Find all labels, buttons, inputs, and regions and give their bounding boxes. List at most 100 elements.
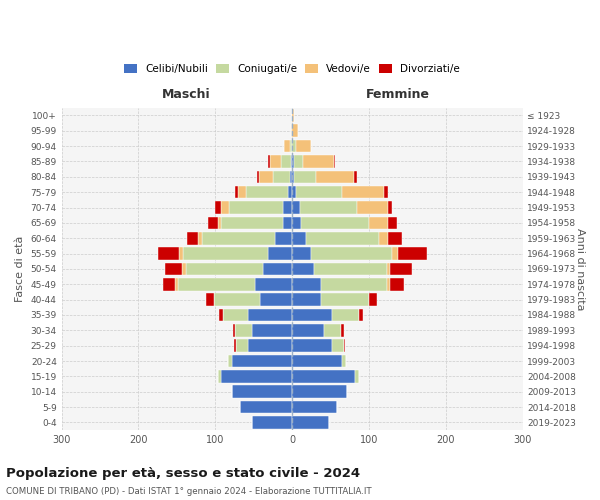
- Bar: [293, 155, 303, 168]
- Bar: [306, 232, 379, 244]
- Bar: [202, 232, 275, 244]
- Bar: [214, 294, 260, 306]
- Bar: [322, 278, 386, 290]
- Bar: [248, 340, 292, 352]
- Bar: [292, 370, 355, 382]
- Bar: [344, 340, 345, 352]
- Bar: [175, 278, 178, 290]
- Bar: [398, 248, 427, 260]
- Bar: [325, 324, 341, 336]
- Bar: [303, 155, 334, 168]
- Bar: [259, 170, 273, 183]
- Bar: [182, 262, 186, 275]
- Bar: [166, 262, 182, 275]
- Bar: [292, 308, 332, 322]
- Bar: [322, 294, 369, 306]
- Bar: [163, 278, 175, 290]
- Bar: [292, 355, 342, 368]
- Bar: [369, 294, 377, 306]
- Bar: [232, 386, 292, 398]
- Bar: [281, 155, 290, 168]
- Bar: [219, 308, 223, 322]
- Bar: [292, 232, 306, 244]
- Bar: [158, 248, 179, 260]
- Text: COMUNE DI TRIBANO (PD) - Dati ISTAT 1° gennaio 2024 - Elaborazione TUTTITALIA.IT: COMUNE DI TRIBANO (PD) - Dati ISTAT 1° g…: [6, 487, 371, 496]
- Bar: [391, 278, 404, 290]
- Bar: [232, 355, 292, 368]
- Bar: [240, 401, 292, 413]
- Bar: [283, 201, 292, 214]
- Bar: [314, 262, 386, 275]
- Text: Maschi: Maschi: [162, 88, 211, 102]
- Text: Popolazione per età, sesso e stato civile - 2024: Popolazione per età, sesso e stato civil…: [6, 468, 360, 480]
- Bar: [292, 201, 300, 214]
- Bar: [229, 355, 232, 368]
- Bar: [252, 324, 292, 336]
- Bar: [235, 340, 236, 352]
- Bar: [183, 248, 268, 260]
- Bar: [268, 155, 270, 168]
- Bar: [292, 109, 293, 122]
- Bar: [292, 186, 296, 198]
- Bar: [290, 155, 292, 168]
- Bar: [248, 308, 292, 322]
- Bar: [218, 216, 221, 229]
- Bar: [246, 186, 288, 198]
- Bar: [355, 370, 359, 382]
- Bar: [295, 170, 316, 183]
- Bar: [238, 186, 246, 198]
- Bar: [263, 262, 292, 275]
- Bar: [316, 170, 355, 183]
- Bar: [292, 170, 295, 183]
- Bar: [292, 216, 301, 229]
- Bar: [342, 355, 346, 368]
- Bar: [334, 155, 335, 168]
- Bar: [186, 262, 263, 275]
- Bar: [235, 324, 252, 336]
- Bar: [388, 201, 392, 214]
- Bar: [296, 140, 311, 152]
- Bar: [218, 370, 221, 382]
- Bar: [358, 201, 388, 214]
- Bar: [341, 324, 344, 336]
- Bar: [290, 124, 292, 137]
- Bar: [236, 340, 248, 352]
- Bar: [229, 201, 283, 214]
- Bar: [290, 170, 292, 183]
- Bar: [292, 124, 298, 137]
- Bar: [221, 216, 283, 229]
- Bar: [268, 248, 292, 260]
- Bar: [273, 170, 290, 183]
- Bar: [255, 278, 292, 290]
- Bar: [391, 262, 412, 275]
- Bar: [386, 262, 391, 275]
- Y-axis label: Anni di nascita: Anni di nascita: [575, 228, 585, 310]
- Bar: [384, 186, 388, 198]
- Bar: [292, 294, 322, 306]
- Bar: [292, 386, 347, 398]
- Text: Femmine: Femmine: [366, 88, 430, 102]
- Bar: [252, 416, 292, 429]
- Bar: [178, 278, 255, 290]
- Bar: [301, 216, 369, 229]
- Bar: [270, 155, 281, 168]
- Bar: [221, 201, 229, 214]
- Bar: [187, 232, 199, 244]
- Bar: [283, 216, 292, 229]
- Bar: [392, 248, 398, 260]
- Bar: [292, 278, 322, 290]
- Bar: [290, 140, 292, 152]
- Bar: [260, 294, 292, 306]
- Bar: [199, 232, 202, 244]
- Bar: [288, 186, 292, 198]
- Legend: Celibi/Nubili, Coniugati/e, Vedovi/e, Divorziati/e: Celibi/Nubili, Coniugati/e, Vedovi/e, Di…: [120, 60, 464, 78]
- Bar: [221, 370, 292, 382]
- Bar: [284, 140, 290, 152]
- Bar: [257, 170, 259, 183]
- Bar: [275, 232, 292, 244]
- Bar: [235, 186, 238, 198]
- Bar: [369, 216, 388, 229]
- Bar: [332, 340, 344, 352]
- Bar: [359, 308, 363, 322]
- Bar: [386, 278, 391, 290]
